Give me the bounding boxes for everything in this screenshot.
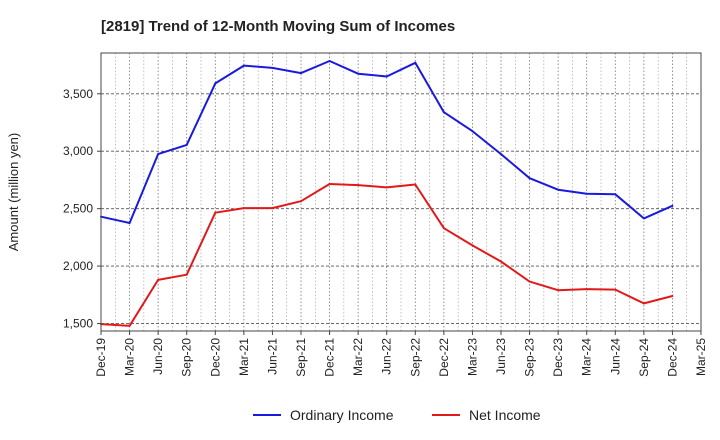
series-1-point xyxy=(557,289,560,292)
series-0-point xyxy=(642,217,645,220)
x-tick-label: Jun-24 xyxy=(608,338,622,375)
x-tick-label: Dec-20 xyxy=(208,338,222,377)
x-tick-label: Sep-24 xyxy=(637,338,651,377)
series-0-point xyxy=(585,192,588,195)
x-tick-label: Jun-21 xyxy=(265,338,279,375)
x-tick-label: Dec-22 xyxy=(437,338,451,377)
y-axis-label: Amount (million yen) xyxy=(6,133,21,252)
series-1-point xyxy=(414,183,417,186)
series-1-point xyxy=(300,200,302,203)
series-0-point xyxy=(614,193,617,196)
series-0-point xyxy=(414,61,417,64)
x-tick-label: Mar-24 xyxy=(580,338,594,376)
series-1-point xyxy=(585,288,588,291)
series-layer xyxy=(100,60,674,327)
series-1-point xyxy=(442,227,445,230)
series-0-point xyxy=(500,153,502,156)
chart-title: [2819] Trend of 12-Month Moving Sum of I… xyxy=(101,18,455,35)
x-tick-label: Jun-20 xyxy=(151,338,165,375)
x-tick-label: Dec-21 xyxy=(323,338,337,377)
series-1-point xyxy=(357,184,360,187)
x-tick-label: Mar-25 xyxy=(694,338,708,376)
x-tick-label: Sep-20 xyxy=(180,338,194,377)
y-tick-label: 2,500 xyxy=(63,202,93,216)
x-tick-label: Sep-23 xyxy=(523,338,537,377)
x-tick-label: Mar-22 xyxy=(351,338,365,376)
series-1-point xyxy=(214,211,217,214)
x-tick-label: Mar-20 xyxy=(123,338,137,376)
series-0-point xyxy=(471,130,474,133)
series-1-point xyxy=(271,207,274,210)
series-0-point xyxy=(157,153,160,156)
series-0-point xyxy=(185,143,188,146)
series-0-point xyxy=(328,60,331,63)
y-ticks: 1,500 2,000 2,500 3,000 3,500 xyxy=(63,87,101,331)
series-0-point xyxy=(357,72,360,75)
y-tick-label: 3,000 xyxy=(63,144,93,158)
y-tick-label: 3,500 xyxy=(63,87,93,101)
x-tick-label: Jun-23 xyxy=(494,338,508,375)
series-1-point xyxy=(642,302,645,305)
series-1-point xyxy=(328,182,331,185)
x-tick-label: Jun-22 xyxy=(380,338,394,375)
grid xyxy=(101,53,701,331)
legend-label: Ordinary Income xyxy=(290,407,394,423)
series-1-point xyxy=(528,280,531,283)
series-0-point xyxy=(271,66,274,69)
series-0-point xyxy=(557,188,560,191)
series-1-point xyxy=(614,288,617,291)
legend: Ordinary Income Net Income xyxy=(253,407,541,423)
series-0-point xyxy=(300,72,302,75)
series-0-point xyxy=(128,222,131,225)
x-tick-label: Sep-22 xyxy=(408,338,422,377)
x-tick-label: Dec-24 xyxy=(665,338,679,377)
x-tick-label: Sep-21 xyxy=(294,338,308,377)
x-ticks: Dec-19 Mar-20 Jun-20 Sep-20 Dec-20 Mar-21 Jun-… xyxy=(94,331,708,377)
legend-label: Net Income xyxy=(469,407,541,423)
plot-frame xyxy=(100,52,702,332)
series-0-point xyxy=(442,111,445,114)
series-1-point xyxy=(500,260,502,263)
x-tick-label: Dec-19 xyxy=(94,338,108,377)
x-tick-label: Mar-23 xyxy=(465,338,479,376)
series-0-point xyxy=(528,177,531,180)
x-tick-label: Dec-23 xyxy=(551,338,565,377)
series-0-point xyxy=(214,82,217,85)
y-tick-label: 1,500 xyxy=(63,317,93,331)
series-1-point xyxy=(671,294,674,297)
series-0-point xyxy=(242,64,245,67)
series-line-1 xyxy=(100,183,673,327)
series-1-point xyxy=(185,273,188,276)
x-tick-label: Mar-21 xyxy=(237,338,251,376)
series-0-point xyxy=(671,204,674,207)
series-1-point xyxy=(385,186,388,189)
series-1-point xyxy=(157,278,160,281)
series-0-point xyxy=(385,75,388,78)
series-1-point xyxy=(128,324,131,327)
series-1-point xyxy=(471,244,474,247)
series-1-point xyxy=(242,207,245,210)
y-tick-label: 2,000 xyxy=(63,259,93,273)
